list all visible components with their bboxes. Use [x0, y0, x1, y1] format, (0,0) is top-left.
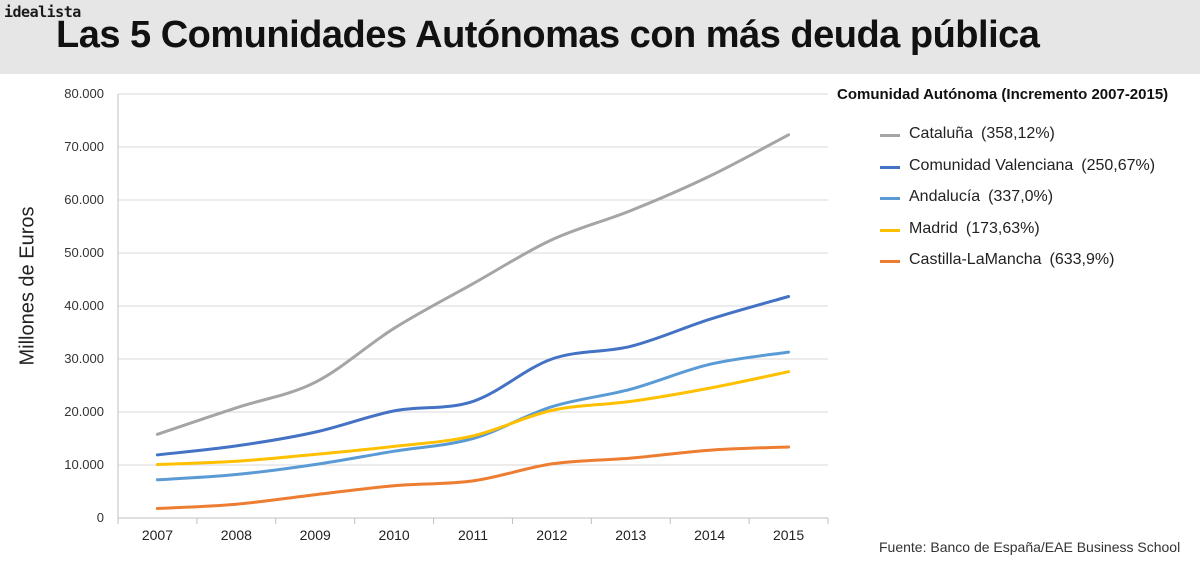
x-tick-label: 2011: [458, 527, 488, 543]
chart-title: Las 5 Comunidades Autónomas con más deud…: [56, 14, 1040, 56]
legend-label: Cataluña (358,12%): [909, 125, 1055, 143]
legend-label: Madrid (173,63%): [909, 220, 1040, 238]
x-tick-label: 2013: [615, 527, 646, 543]
legend-increment: (633,9%): [1049, 251, 1115, 268]
x-tick-label: 2007: [142, 527, 173, 543]
y-tick-label: 0: [97, 510, 104, 525]
x-tick-label: 2010: [379, 527, 410, 543]
y-tick-label: 40.000: [64, 298, 104, 313]
y-tick-label: 20.000: [64, 404, 104, 419]
x-tick-label: 2015: [773, 527, 804, 543]
y-tick-label: 30.000: [64, 351, 104, 366]
legend-series-name: Castilla-LaMancha: [909, 251, 1042, 268]
y-tick-label: 80.000: [64, 86, 104, 101]
legend-title: Comunidad Autónoma (Incremento 2007-2015…: [837, 86, 1169, 103]
y-tick-label: 10.000: [64, 457, 104, 472]
series-line-cataluna: [155, 133, 791, 436]
series-line-castilla-lamancha: [155, 445, 791, 510]
legend-label: Andalucía (337,0%): [909, 188, 1053, 206]
legend-swatch: [880, 165, 900, 169]
legend-label: Castilla-LaMancha (633,9%): [909, 251, 1114, 269]
series-line-madrid: [155, 370, 791, 466]
series-line-andalucia: [155, 350, 791, 482]
legend-series-name: Andalucía: [909, 188, 981, 205]
series-line-comunidad-valenciana: [155, 295, 791, 457]
brand-logo: idealista: [4, 3, 81, 21]
legend-increment: (358,12%): [981, 125, 1055, 142]
legend-swatch: [880, 197, 900, 200]
legend-increment: (337,0%): [988, 188, 1054, 205]
x-tick-label: 2008: [221, 527, 252, 543]
legend-swatch: [880, 134, 900, 137]
legend-series-name: Comunidad Valenciana: [909, 156, 1074, 174]
legend-increment: (173,63%): [965, 219, 1040, 237]
header-bar: idealista Las 5 Comunidades Autónomas co…: [0, 0, 1200, 74]
x-tick-label: 2012: [536, 527, 567, 543]
legend-increment: (250,67%): [1081, 156, 1156, 174]
legend-series-name: Cataluña: [909, 125, 974, 142]
y-tick-label: 60.000: [64, 192, 104, 207]
x-tick-label: 2014: [694, 527, 725, 543]
y-tick-label: 50.000: [64, 245, 104, 260]
legend-label: Comunidad Valenciana (250,67%): [909, 157, 1155, 175]
y-tick-label: 70.000: [64, 139, 104, 154]
legend-series-name: Madrid: [909, 219, 958, 237]
x-tick-label: 2009: [300, 527, 331, 543]
source-note: Fuente: Banco de España/EAE Business Sch…: [879, 539, 1181, 555]
legend-swatch: [880, 260, 900, 263]
legend-swatch: [880, 228, 900, 232]
